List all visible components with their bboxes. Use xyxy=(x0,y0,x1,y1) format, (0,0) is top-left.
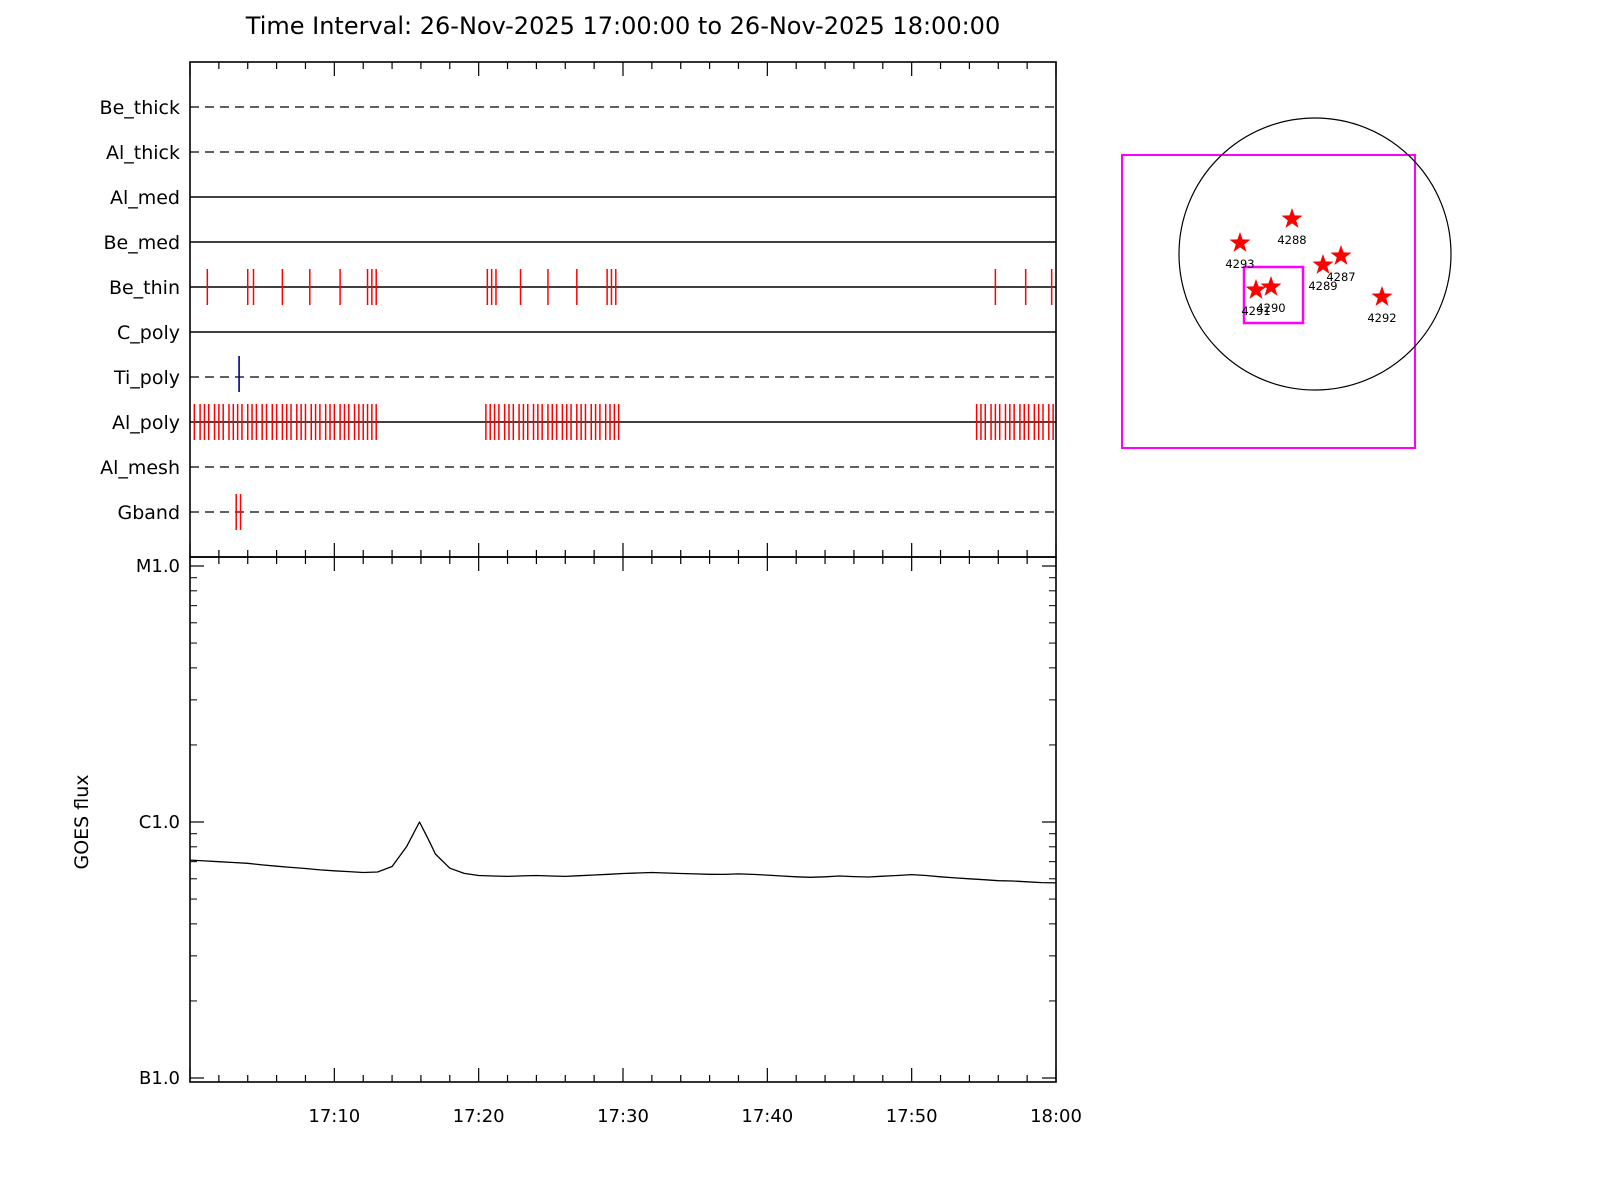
fov-outer-box xyxy=(1121,154,1416,449)
y-tick-label: C1.0 xyxy=(139,812,180,833)
filter-label-Ti_poly: Ti_poly xyxy=(113,367,180,389)
active-region-label: 4290 xyxy=(1256,301,1285,315)
filter-label-C_poly: C_poly xyxy=(117,322,180,344)
filter-label-Al_poly: Al_poly xyxy=(112,412,180,434)
x-tick-label: 17:20 xyxy=(453,1106,505,1127)
active-region-star xyxy=(1245,279,1267,299)
filter-label-Be_thin: Be_thin xyxy=(109,277,180,299)
y-tick-label: M1.0 xyxy=(136,556,180,577)
active-region-star xyxy=(1260,276,1282,296)
x-tick-label: 17:10 xyxy=(308,1106,360,1127)
filter-timeline-panel: Be_thick Al_thick Al_med Be_med Be_thin C_pol… xyxy=(100,61,1057,558)
active-region-label: 4292 xyxy=(1367,311,1396,325)
solar-limb xyxy=(1178,117,1452,391)
active-region-label: 4289 xyxy=(1308,279,1337,293)
x-tick-label: 18:00 xyxy=(1030,1106,1082,1127)
active-region-star xyxy=(1312,254,1334,274)
fov-inner-box xyxy=(1242,265,1305,325)
active-region-star xyxy=(1330,245,1352,265)
filter-label-Be_med: Be_med xyxy=(104,232,180,254)
filter-label-Gband: Gband xyxy=(117,502,180,524)
active-region-star xyxy=(1281,208,1303,228)
x-tick-label: 17:40 xyxy=(741,1106,793,1127)
filter-label-Al_mesh: Al_mesh xyxy=(100,457,180,479)
active-region-star xyxy=(1371,286,1393,306)
x-tick-label: 17:50 xyxy=(886,1106,938,1127)
flux-frame xyxy=(189,556,1057,1083)
active-region-label: 4288 xyxy=(1277,233,1306,247)
filter-label-Be_thick: Be_thick xyxy=(100,97,180,119)
x-tick-label: 17:30 xyxy=(597,1106,649,1127)
active-region-star xyxy=(1229,232,1251,252)
y-tick-label: B1.0 xyxy=(139,1068,180,1089)
active-region-label: 4287 xyxy=(1326,270,1355,284)
active-region-label: 4293 xyxy=(1225,257,1254,271)
y-axis-title: GOES flux xyxy=(71,774,93,869)
timeline-frame xyxy=(189,61,1057,558)
chart-title: Time Interval: 26-Nov-2025 17:00:00 to 2… xyxy=(245,12,1001,40)
filter-label-Al_med: Al_med xyxy=(110,187,180,209)
active-region-label: 4291 xyxy=(1241,304,1270,318)
filter-label-Al_thick: Al_thick xyxy=(106,142,180,164)
goes-flux-curve xyxy=(189,821,1057,884)
goes-flux-panel: M1.0 C1.0 B1.0 17:10 17:20 17:30 17:40 17:50 18:… xyxy=(71,556,1082,1127)
